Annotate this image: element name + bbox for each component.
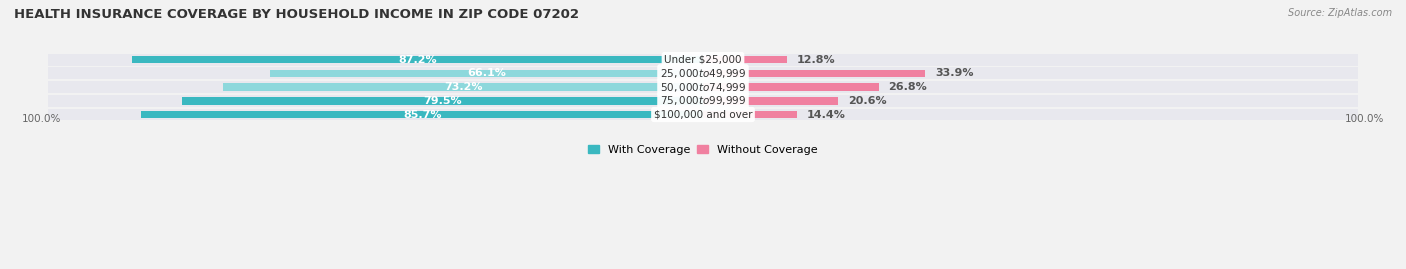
Bar (703, 83, 879, 91)
Legend: With Coverage, Without Coverage: With Coverage, Without Coverage (583, 140, 823, 159)
Bar (270, 69, 703, 77)
Text: 33.9%: 33.9% (935, 68, 973, 78)
Bar (48, 108, 703, 121)
Text: 20.6%: 20.6% (848, 96, 886, 106)
Text: $100,000 and over: $100,000 and over (654, 109, 752, 119)
Bar (703, 81, 1358, 93)
Bar (703, 111, 797, 118)
Text: 66.1%: 66.1% (467, 68, 506, 78)
Bar (142, 111, 703, 118)
Bar (703, 56, 787, 63)
Bar (703, 95, 1358, 107)
Bar (703, 54, 1358, 66)
Bar (48, 67, 703, 79)
Text: Under $25,000: Under $25,000 (664, 55, 742, 65)
Bar (132, 56, 703, 63)
Text: 26.8%: 26.8% (889, 82, 927, 92)
Text: 85.7%: 85.7% (404, 109, 441, 119)
Text: $25,000 to $49,999: $25,000 to $49,999 (659, 67, 747, 80)
Text: HEALTH INSURANCE COVERAGE BY HOUSEHOLD INCOME IN ZIP CODE 07202: HEALTH INSURANCE COVERAGE BY HOUSEHOLD I… (14, 8, 579, 21)
Bar (48, 81, 703, 93)
Bar (703, 108, 1358, 121)
Text: 87.2%: 87.2% (398, 55, 437, 65)
Bar (48, 54, 703, 66)
Bar (703, 97, 838, 105)
Bar (224, 83, 703, 91)
Text: 12.8%: 12.8% (797, 55, 835, 65)
Bar (703, 67, 1358, 79)
Text: Source: ZipAtlas.com: Source: ZipAtlas.com (1288, 8, 1392, 18)
Text: 79.5%: 79.5% (423, 96, 461, 106)
Bar (48, 95, 703, 107)
Text: 100.0%: 100.0% (1346, 114, 1385, 124)
Bar (703, 69, 925, 77)
Bar (183, 97, 703, 105)
Text: $50,000 to $74,999: $50,000 to $74,999 (659, 80, 747, 94)
Text: 73.2%: 73.2% (444, 82, 482, 92)
Text: 100.0%: 100.0% (21, 114, 60, 124)
Text: 14.4%: 14.4% (807, 109, 846, 119)
Text: $75,000 to $99,999: $75,000 to $99,999 (659, 94, 747, 107)
